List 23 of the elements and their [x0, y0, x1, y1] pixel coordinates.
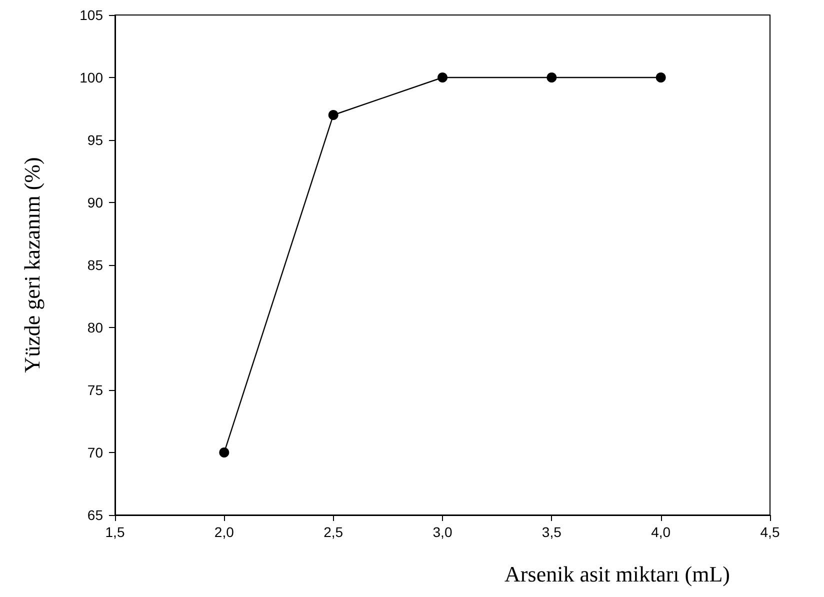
point [546, 72, 557, 82]
x-tick-label: 3,0 [432, 524, 452, 540]
point [656, 72, 666, 82]
y-tick-label: 90 [87, 194, 104, 210]
x-axis-title: Arsenik asit miktarı (mL) [504, 562, 730, 586]
y-tick-label: 75 [87, 382, 104, 398]
y-tick-label: 100 [80, 70, 104, 86]
y-tick-label: 80 [87, 320, 104, 336]
y-tick-label: 65 [87, 507, 104, 523]
y-tick-label: 95 [87, 132, 104, 148]
x-tick-label: 2,0 [214, 524, 234, 540]
y-tick-label: 70 [87, 444, 104, 460]
x-tick-label: 2,5 [324, 524, 344, 540]
x-tick-label: 4,5 [760, 524, 780, 540]
point [219, 448, 230, 458]
x-tick-label: 3,5 [542, 524, 562, 540]
y-axis-title: Yüzde geri kazanım (%) [20, 157, 44, 373]
point [328, 110, 338, 120]
y-tick-label: 85 [87, 257, 104, 273]
point [438, 72, 448, 82]
x-tick-label: 1,5 [105, 524, 125, 540]
x-tick-label: 4,0 [651, 524, 671, 540]
y-tick-label: 105 [80, 7, 104, 23]
